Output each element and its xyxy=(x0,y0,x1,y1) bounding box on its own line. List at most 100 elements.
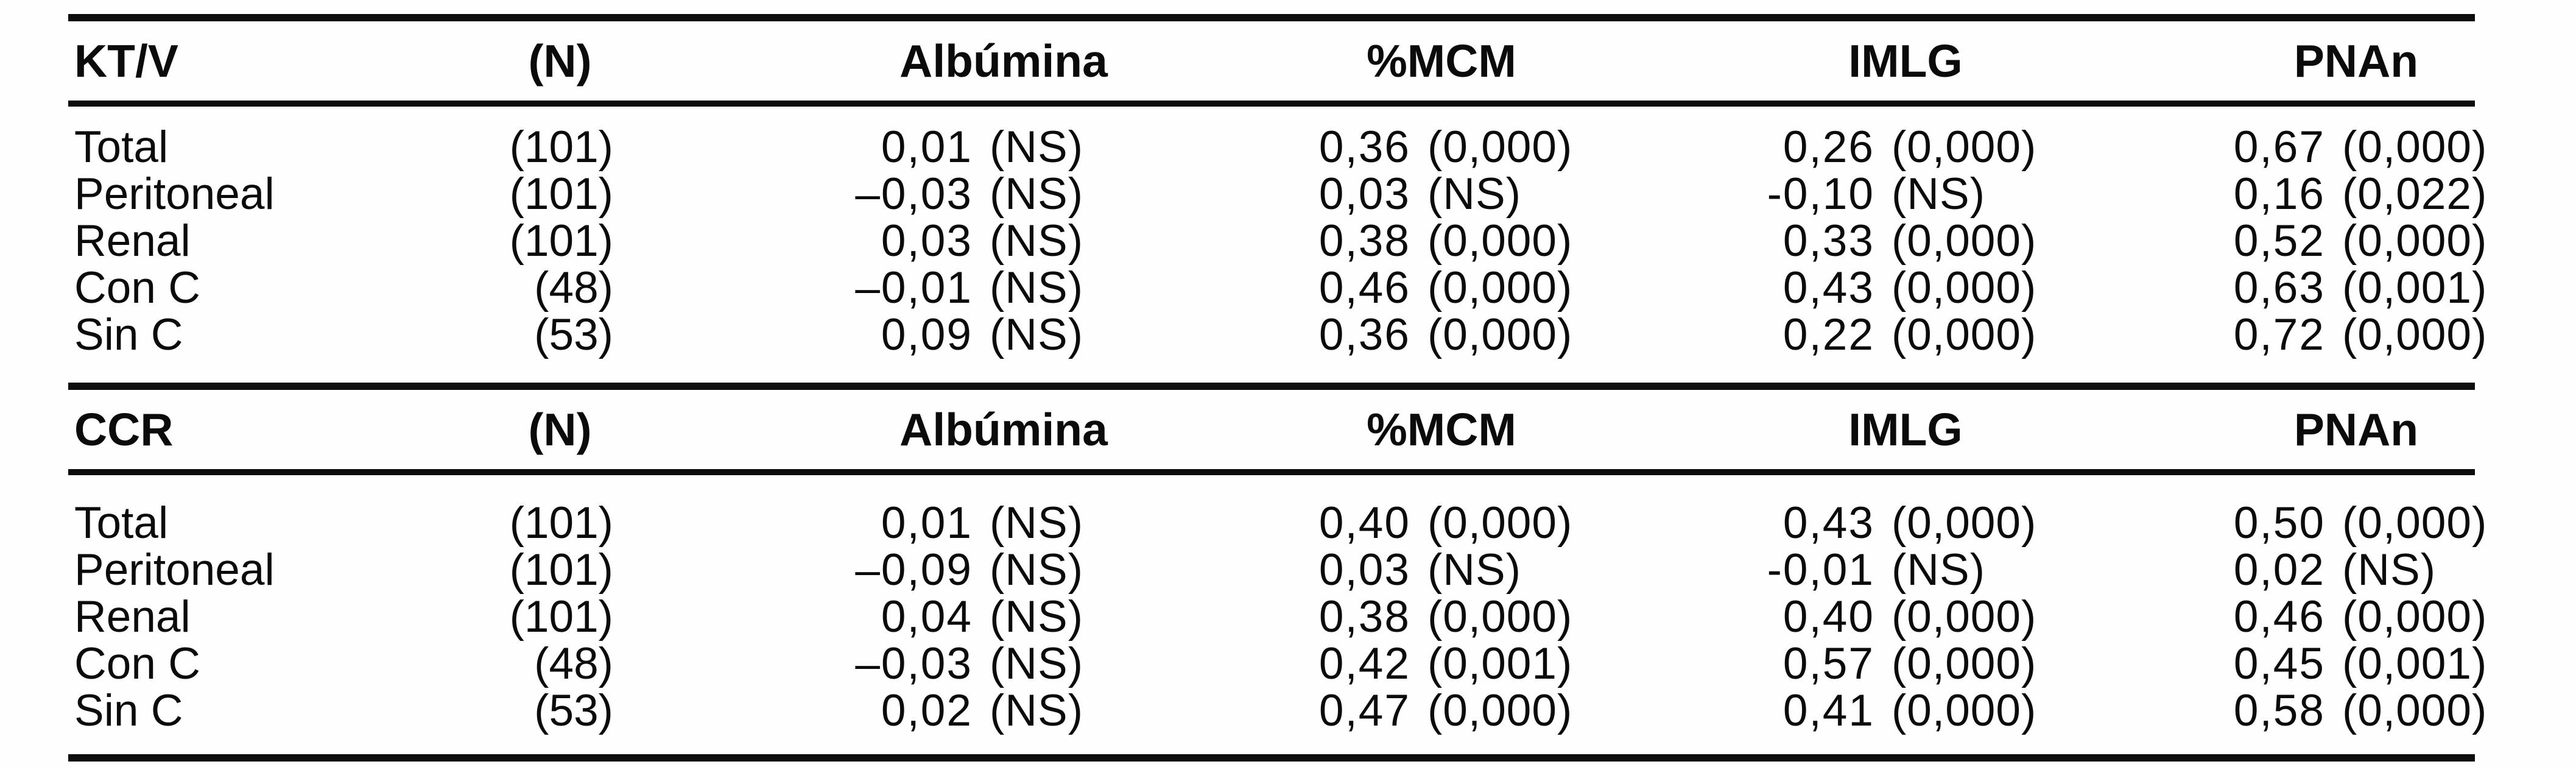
section-title: KT/V xyxy=(74,35,178,87)
column-header-imlg-text: IMLG xyxy=(1848,403,1963,455)
row-label: Sin C xyxy=(74,686,183,735)
row-label: Total xyxy=(74,498,169,548)
column-header-n-text: (N) xyxy=(528,403,592,455)
row-label: Peritoneal xyxy=(74,545,275,595)
cell-albumina: –0,01 (NS) xyxy=(613,266,1122,310)
column-header-albumina: Albúmina xyxy=(613,403,1122,455)
p-value: (0,000) xyxy=(1892,592,2037,642)
value: 0,38 xyxy=(1318,592,1410,642)
section-header-row-ccr: CCR (N) Albúmina %MCM IMLG PNAn xyxy=(68,390,2475,469)
n-value: (101) xyxy=(509,498,613,548)
cell-albumina: –0,03 (NS) xyxy=(613,642,1122,686)
cell-mcm: 0,36 (0,000) xyxy=(1122,310,1573,359)
column-header-mcm-text: %MCM xyxy=(1367,35,1516,87)
table-row-ccr-total: Total (101) 0,01 (NS) 0,40 (0,000) 0,43 (0,… xyxy=(68,498,2486,548)
cell-albumina: 0,09 (NS) xyxy=(613,313,1122,357)
value: 0,03 xyxy=(1318,545,1410,595)
p-value: (NS) xyxy=(990,310,1084,359)
value: 0,26 xyxy=(1782,122,1874,172)
column-header-albumina-text: Albúmina xyxy=(899,403,1108,455)
cell-imlg: 0,33 (0,000) xyxy=(1560,219,2036,263)
row-label: Con C xyxy=(74,263,200,313)
p-value: (0,000) xyxy=(1427,216,1573,266)
value: 0,41 xyxy=(1782,686,1874,735)
p-value: (NS) xyxy=(990,592,1084,642)
value: –0,03 xyxy=(855,639,973,688)
value: 0,67 xyxy=(2233,122,2325,172)
cell-imlg: -0,10 (NS) xyxy=(1560,172,2024,216)
cell-pnan: 0,52 (0,000) xyxy=(2024,216,2486,266)
cell-pnan: 0,72 (0,000) xyxy=(2024,313,2486,357)
table-row-ccr-peritoneal: Peritoneal (101) –0,09 (NS) 0,03 (NS) -0,0… xyxy=(68,546,2475,593)
cell-imlg: 0,22 (0,000) xyxy=(1560,310,2037,359)
value: 0,46 xyxy=(1318,263,1410,313)
cell-pnan: 0,16 (0,022) xyxy=(2024,169,2486,219)
cell-albumina: 0,04 (NS) xyxy=(613,595,1122,639)
p-value: (0,000) xyxy=(1427,310,1573,359)
value: 0,36 xyxy=(1318,310,1410,359)
row-label: Peritoneal xyxy=(74,169,275,219)
n-value: (101) xyxy=(509,545,613,595)
cell-imlg: 0,43 (0,000) xyxy=(1560,501,2036,545)
value: 0,58 xyxy=(2233,686,2325,735)
table-row-ktv-peritoneal: Peritoneal (101) –0,03 (NS) 0,03 (NS) -0,1… xyxy=(68,169,2486,219)
value: 0,42 xyxy=(1318,639,1410,688)
column-header-pnan: PNAn xyxy=(2024,38,2475,84)
table-row-ktv-total: Total (101) 0,01 (NS) 0,36 (0,000) 0,26 (0,… xyxy=(68,122,2486,172)
table-rule-under-header xyxy=(68,469,2475,475)
p-value: (NS) xyxy=(1427,545,1522,595)
cell-pnan: 0,45 (0,001) xyxy=(2024,639,2486,688)
p-value: (0,000) xyxy=(2342,686,2488,735)
p-value: (0,000) xyxy=(1427,498,1573,548)
n-value: (101) xyxy=(509,592,613,642)
p-value: (NS) xyxy=(1892,169,1986,219)
row-label: Con C xyxy=(74,639,200,688)
p-value: (0,000) xyxy=(1892,686,2037,735)
table-row-ktv-renal: Renal (101) 0,03 (NS) 0,38 (0,000) 0,33 (0,… xyxy=(68,216,2486,266)
cell-albumina: 0,01 (NS) xyxy=(613,125,1122,169)
n-value: (101) xyxy=(509,169,613,219)
value: 0,43 xyxy=(1782,263,1874,313)
cell-mcm: 0,46 (0,000) xyxy=(1122,263,1572,313)
column-header-n-text: (N) xyxy=(528,35,592,87)
p-value: (NS) xyxy=(990,686,1084,735)
cell-mcm: 0,47 (0,000) xyxy=(1122,686,1573,735)
value: 0,16 xyxy=(2233,169,2325,219)
value: 0,02 xyxy=(881,686,973,735)
p-value: (0,001) xyxy=(2342,263,2488,313)
column-header-n: (N) xyxy=(434,38,613,84)
table-row-ccr-renal: Renal (101) 0,04 (NS) 0,38 (0,000) 0,40 (0,… xyxy=(68,592,2486,642)
p-value: (0,000) xyxy=(1892,263,2037,313)
n-value: (48) xyxy=(534,263,613,313)
value: –0,03 xyxy=(855,169,973,219)
table-rule-under-header xyxy=(68,101,2475,107)
table-row-ktv-con-c: Con C (48) –0,01 (NS) 0,46 (0,000) 0,43 (0,… xyxy=(68,263,2488,313)
value: 0,01 xyxy=(881,122,973,172)
column-header-mcm: %MCM xyxy=(1122,406,1560,453)
n-value: (101) xyxy=(509,216,613,266)
cell-albumina: 0,03 (NS) xyxy=(613,219,1122,263)
row-label: Total xyxy=(74,122,169,172)
cell-mcm: 0,42 (0,001) xyxy=(1122,639,1572,688)
section-header-row-ktv: KT/V (N) Albúmina %MCM IMLG PNAn xyxy=(68,21,2475,101)
p-value: (0,000) xyxy=(1892,310,2037,359)
value: 0,36 xyxy=(1318,122,1410,172)
column-header-imlg-text: IMLG xyxy=(1848,35,1963,87)
table-rule-middle xyxy=(68,383,2475,390)
cell-imlg: -0,01 (NS) xyxy=(1560,548,2024,592)
n-value: (48) xyxy=(534,639,613,688)
cell-imlg: 0,26 (0,000) xyxy=(1560,122,2036,172)
p-value: (NS) xyxy=(990,169,1084,219)
column-header-mcm: %MCM xyxy=(1122,38,1560,84)
p-value: (0,000) xyxy=(1427,686,1573,735)
value: 0,63 xyxy=(2233,263,2325,313)
value: 0,09 xyxy=(881,310,973,359)
p-value: (NS) xyxy=(990,216,1084,266)
value: 0,01 xyxy=(881,498,973,548)
value: 0,04 xyxy=(881,592,973,642)
value: 0,57 xyxy=(1782,639,1874,688)
value: 0,45 xyxy=(2233,639,2325,688)
cell-mcm: 0,38 (0,000) xyxy=(1122,216,1573,266)
value: 0,52 xyxy=(2233,216,2325,266)
column-header-n: (N) xyxy=(434,403,613,455)
